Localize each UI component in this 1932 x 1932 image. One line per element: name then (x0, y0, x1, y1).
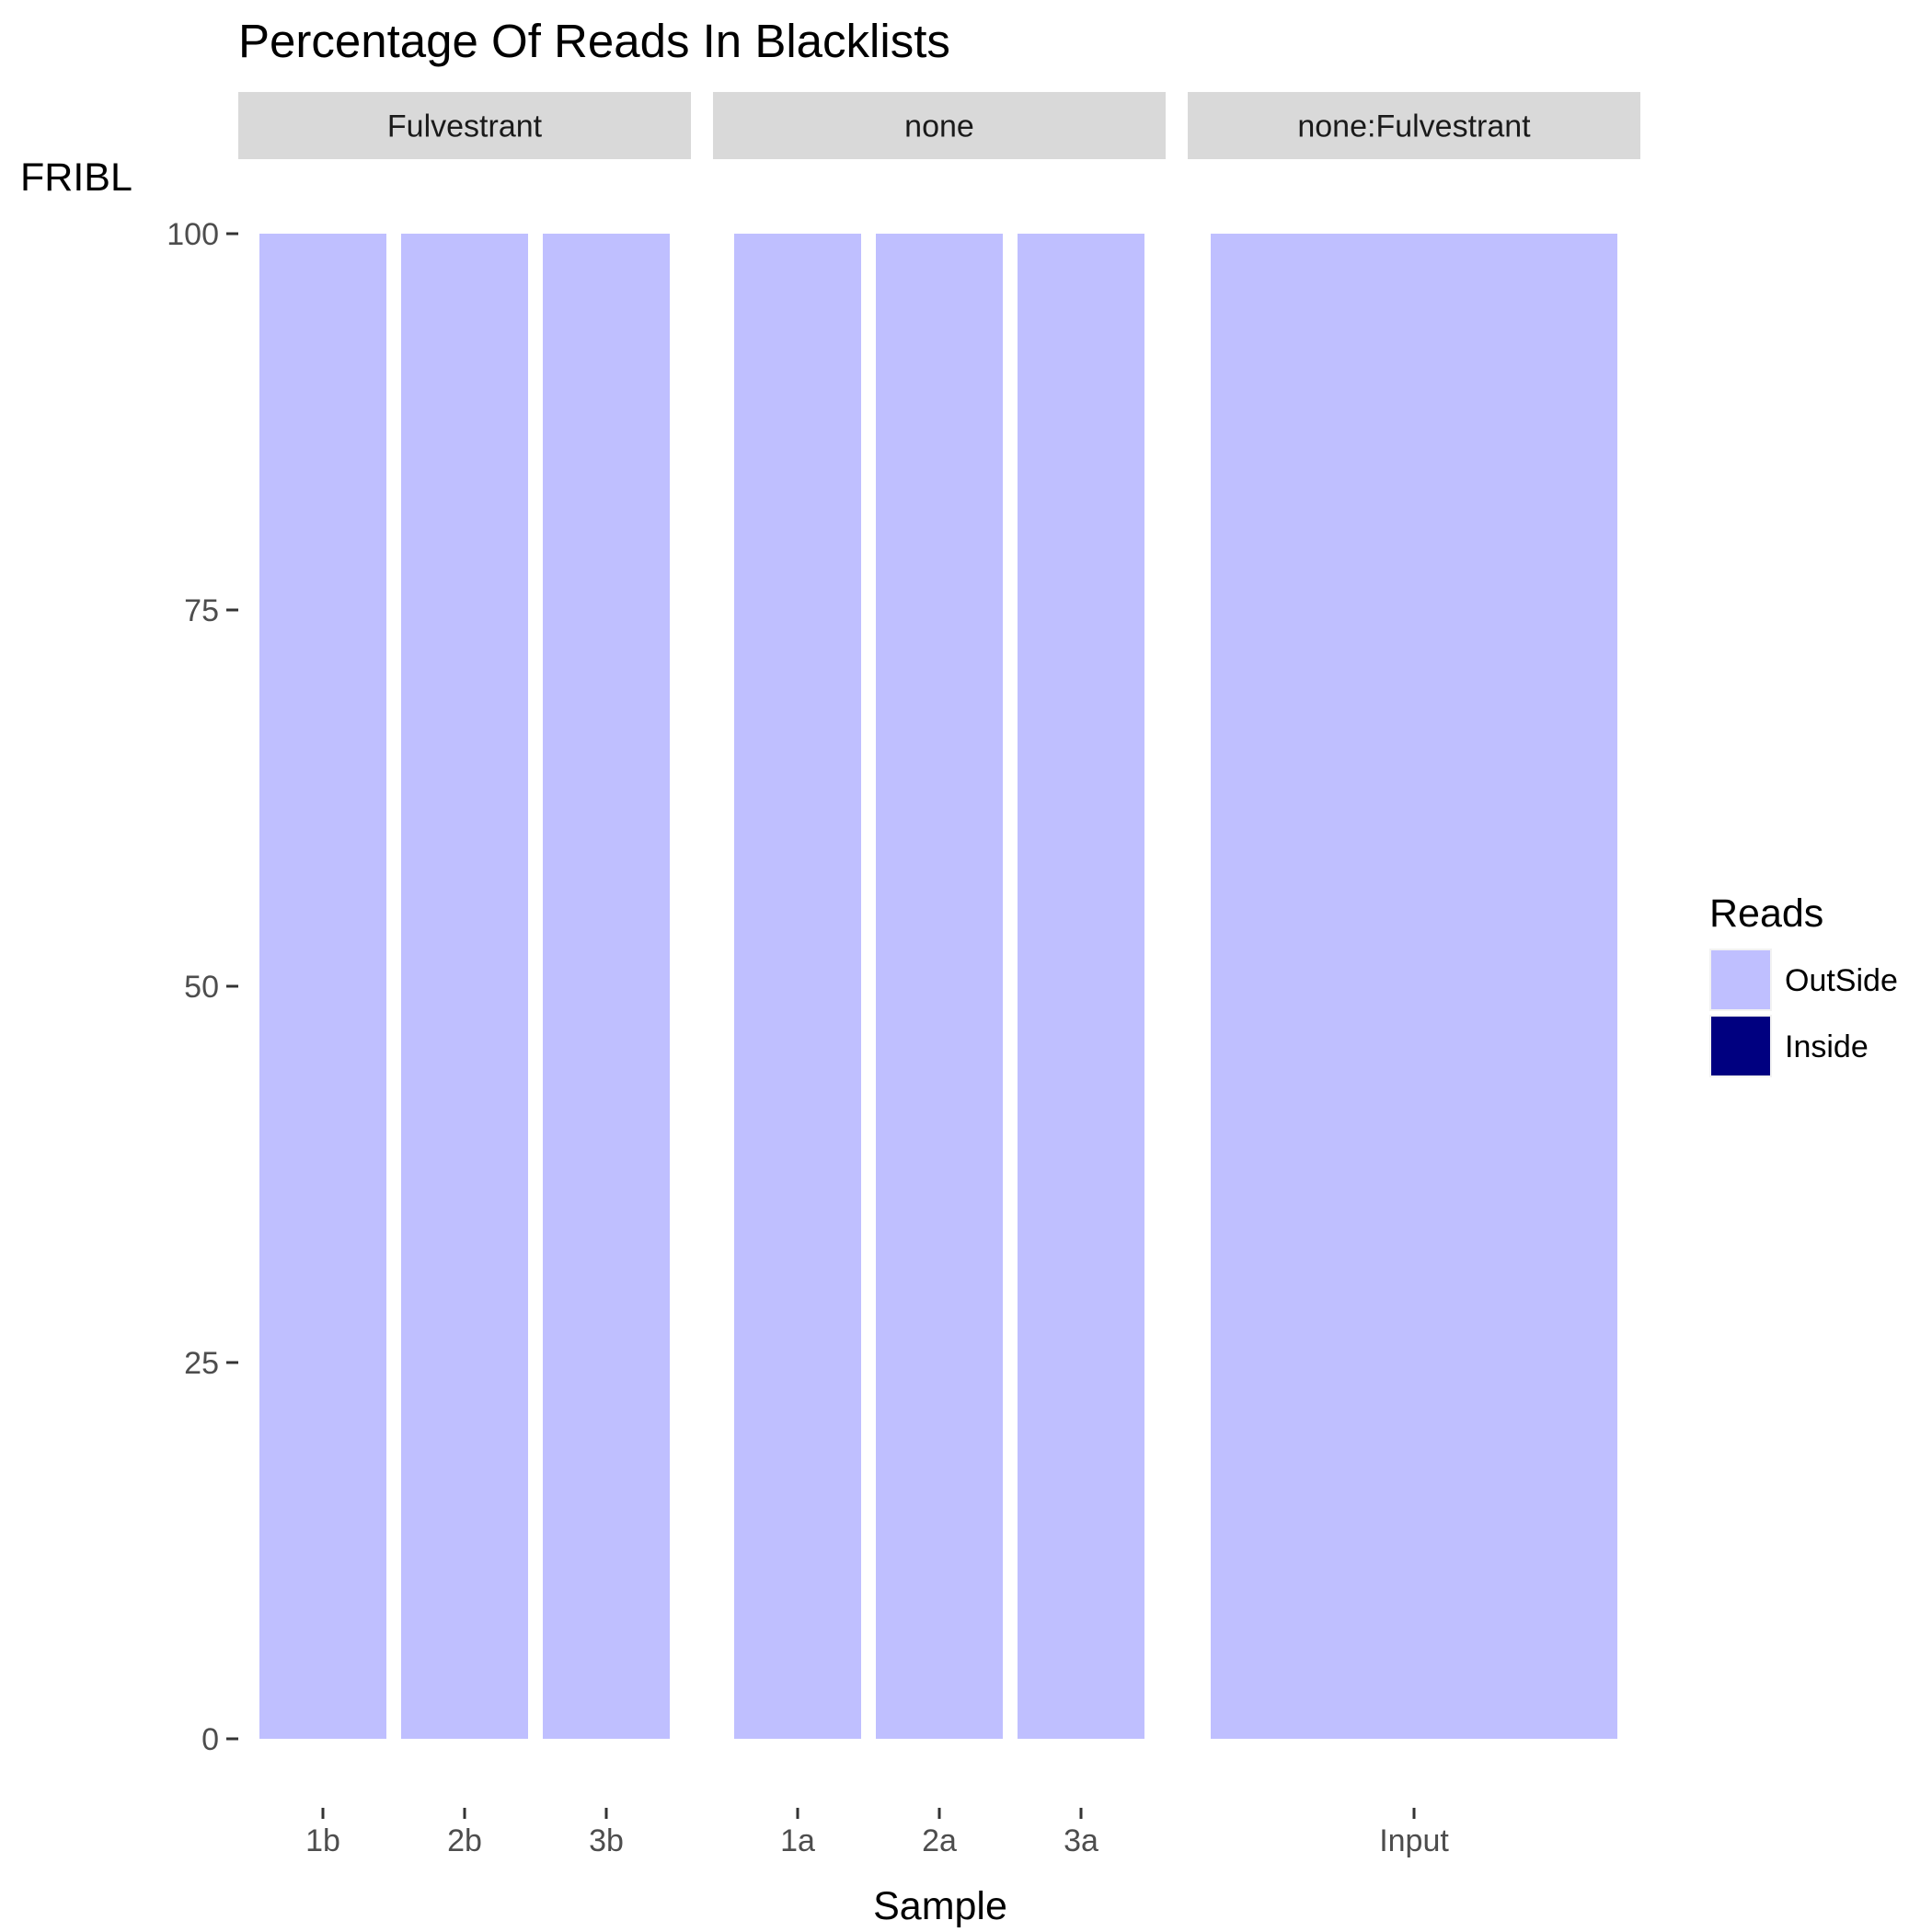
facet-strip (238, 92, 691, 159)
x-tick-label: 2a (922, 1823, 957, 1858)
facet-strip-label: none:Fulvestrant (1297, 109, 1531, 144)
facet-strip (1188, 92, 1640, 159)
legend-swatch-inside (1711, 1017, 1770, 1075)
facet-strip-label: none (904, 109, 974, 144)
y-tick-label: 75 (184, 593, 219, 628)
y-tick-label: 50 (184, 970, 219, 1005)
y-tick-label: 25 (184, 1346, 219, 1381)
bar-outside-input (1211, 234, 1617, 1739)
facet-panel: none:Fulvestrant Input (1188, 92, 1640, 1858)
facet-strip (713, 92, 1166, 159)
bar-outside-3b (543, 234, 670, 1739)
facet-panel: Fulvestrant 1b 2b 3b (238, 92, 691, 1858)
bar-outside-2b (401, 234, 528, 1739)
x-tick-label: 3a (1064, 1823, 1098, 1858)
x-tick-label: 1a (780, 1823, 815, 1858)
legend: Reads OutSide Inside (1709, 891, 1898, 1077)
facet-panel: none 1a 2a 3a (713, 92, 1166, 1858)
x-axis-title: Sample (873, 1884, 1007, 1928)
legend-title: Reads (1709, 891, 1823, 936)
bar-outside-1a (734, 234, 861, 1739)
bar-outside-1b (259, 234, 386, 1739)
bar-outside-2a (876, 234, 1003, 1739)
x-tick-label: Input (1379, 1823, 1449, 1858)
x-tick-label: 1b (305, 1823, 340, 1858)
y-tick-label: 100 (167, 217, 219, 252)
x-tick-label: 3b (589, 1823, 624, 1858)
facet-strip-label: Fulvestrant (387, 109, 543, 144)
legend-label-outside: OutSide (1785, 963, 1898, 998)
y-axis-title: FRIBL (20, 155, 132, 200)
y-tick-label: 0 (201, 1722, 219, 1757)
facet-panels: Fulvestrant 1b 2b 3b none 1a 2a 3a none:Fulvestr… (238, 92, 1640, 1858)
x-tick-label: 2b (447, 1823, 482, 1858)
bar-outside-3a (1018, 234, 1144, 1739)
chart-title: Percentage Of Reads In Blacklists (238, 15, 950, 67)
legend-swatch-outside (1711, 950, 1770, 1009)
legend-label-inside: Inside (1785, 1029, 1869, 1064)
y-axis: 0 25 50 75 100 (167, 217, 238, 1757)
